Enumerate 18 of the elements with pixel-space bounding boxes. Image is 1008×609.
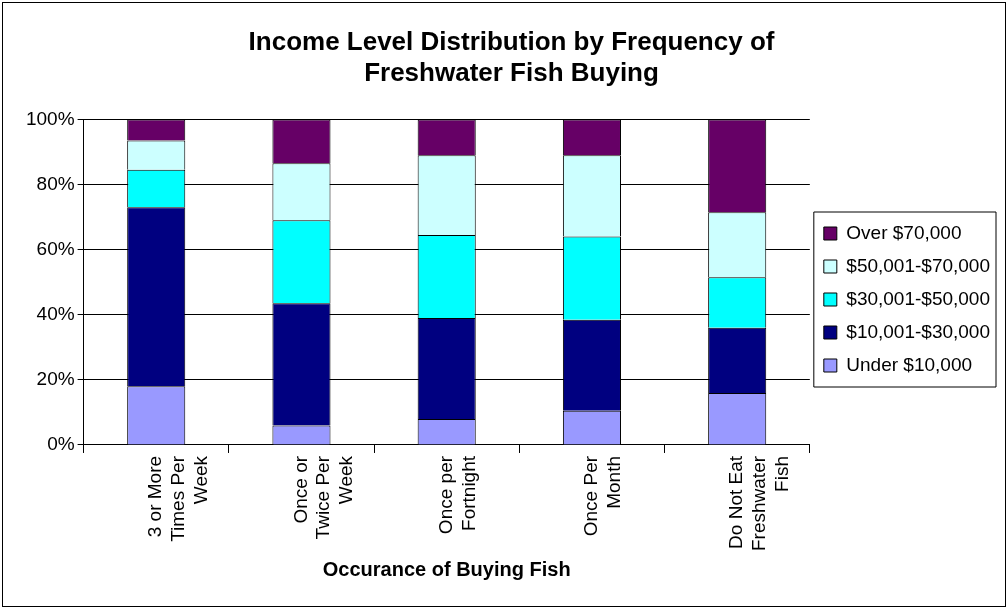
y-tick-label: 60% <box>36 237 75 259</box>
y-tick-label: 20% <box>36 368 75 390</box>
x-tick-label: Do Not Eat Freshwater Fish <box>725 455 793 551</box>
x-axis-title: Occurance of Buying Fish <box>322 557 571 580</box>
x-tick-label: Once per Fortnight <box>434 455 479 535</box>
x-tick-label: Once or Twice Per Week <box>289 455 357 540</box>
y-tick-label: 0% <box>47 433 75 455</box>
legend-label: $50,001-$70,000 <box>846 254 990 276</box>
y-tick-label: 80% <box>36 172 75 194</box>
legend-label: $10,001-$30,000 <box>846 320 990 342</box>
x-tick-label: 3 or More Times Per Week <box>144 455 212 542</box>
x-tick-label: Once Per Month <box>580 455 624 537</box>
chart-title: Income Level Distribution by Frequency of Freshwater Fish Buying <box>248 25 775 87</box>
legend-label: $30,001-$50,000 <box>846 287 990 309</box>
legend-label: Under $10,000 <box>846 353 973 375</box>
y-tick-label: 100% <box>25 107 75 129</box>
y-tick-label: 40% <box>36 302 75 324</box>
legend-label: Over $70,000 <box>846 221 962 243</box>
